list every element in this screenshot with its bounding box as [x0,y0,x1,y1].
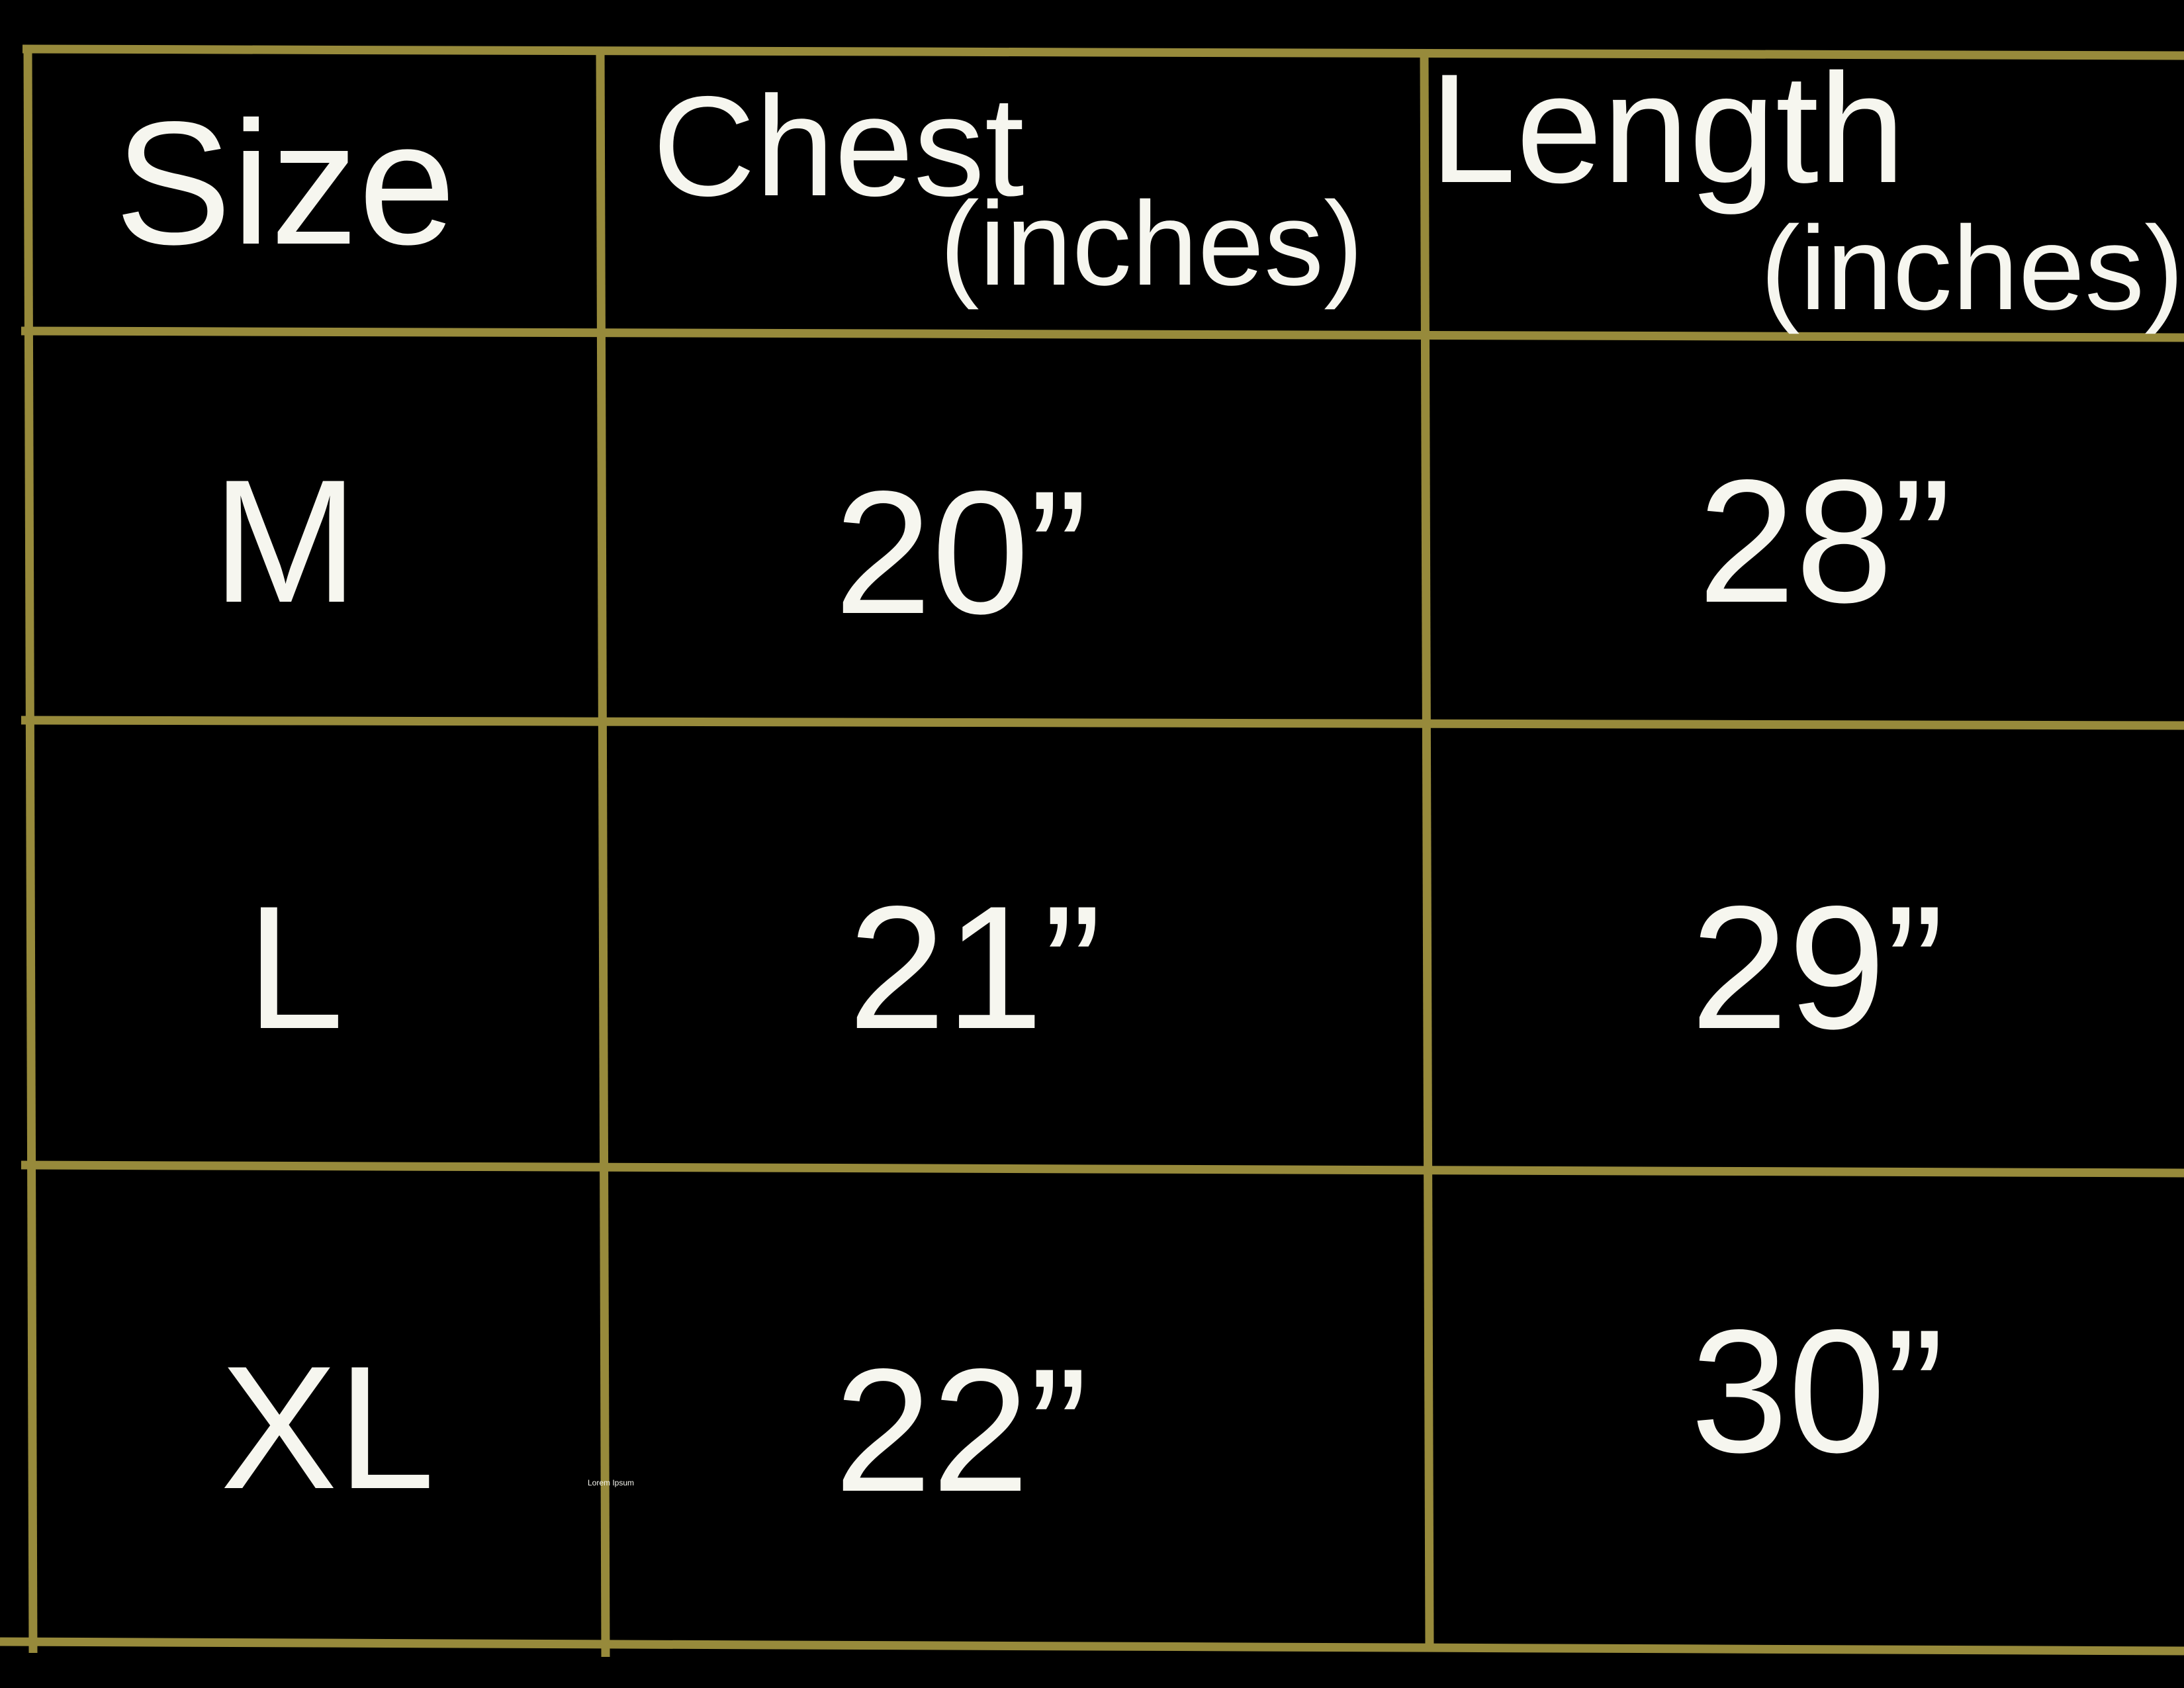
length-cell: 29” [1690,870,1944,1066]
length-cell: 28” [1698,444,1951,639]
placeholder-note: Lorem Ipsum [588,1478,634,1487]
grid-line [21,326,2184,342]
size-cell: L [246,870,343,1066]
grid-line [0,1637,2184,1656]
chest-cell: 21” [848,870,1101,1066]
header-cell: Length [1430,41,1905,215]
size-cell: M [212,444,359,639]
grid-line [23,47,38,1654]
grid-line [21,716,2184,730]
header-unit: (inches) [940,177,1363,310]
chest-cell: 20” [834,455,1087,651]
header-cell: Chest [653,66,1024,226]
grid-line [22,44,2184,60]
grid-line [21,1160,2184,1178]
grid-line [596,48,610,1658]
size-cell: XL [220,1330,435,1526]
table-grid [0,44,2184,1658]
header-unit: (inches) [1760,202,2184,335]
length-cell: 30” [1690,1293,1944,1489]
header-cell: Size [114,85,456,281]
grid-line [1420,51,1434,1648]
chest-cell: 22” [834,1333,1087,1528]
